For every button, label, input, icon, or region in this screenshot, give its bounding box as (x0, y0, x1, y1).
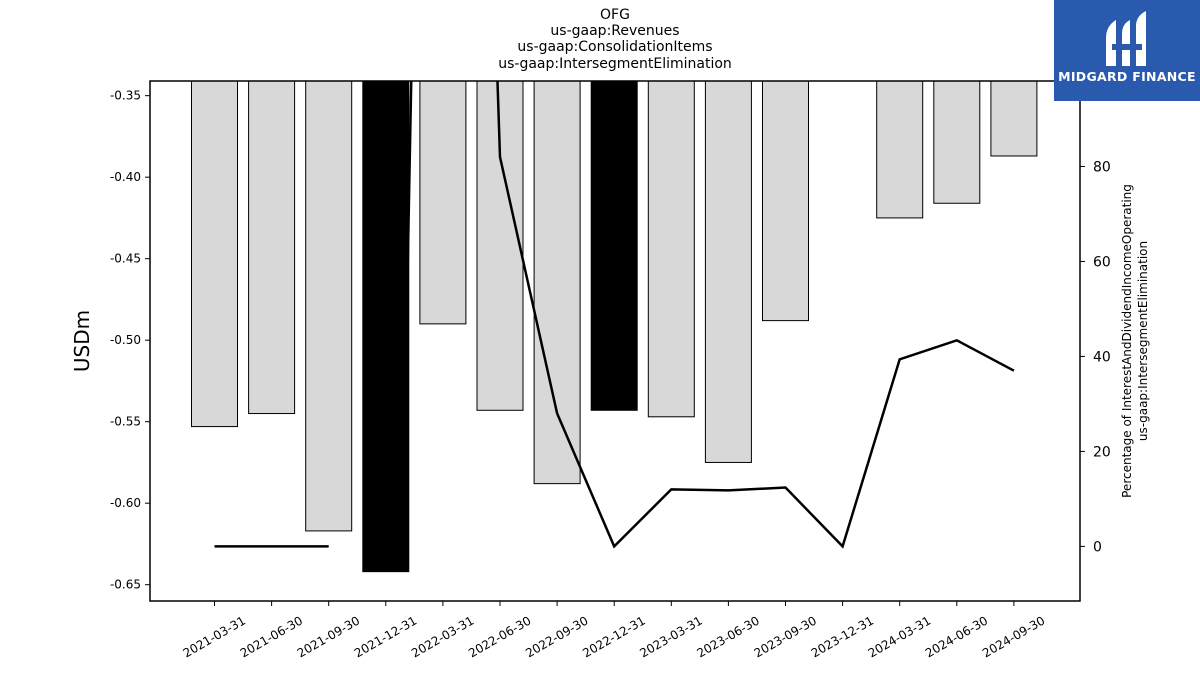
bar-2021-09-30 (305, 80, 353, 532)
x-tick-label-2023-03-31: 2023-03-31 (637, 613, 704, 660)
y2-axis-label-line-2: us-gaap:IntersegmentElimination (1136, 241, 1150, 441)
y-tick-label-5: -0.60 (110, 496, 141, 510)
x-axis-ticks: 2021-03-312021-06-302021-09-302021-12-31… (181, 601, 1047, 660)
x-tick-label-2022-03-31: 2022-03-31 (409, 613, 476, 660)
bar-2022-12-31 (590, 80, 638, 411)
x-tick-label-2021-12-31: 2021-12-31 (352, 613, 419, 660)
chart-title-line-2: us-gaap:Revenues (550, 23, 680, 39)
y-tick-label-6: -0.65 (110, 578, 141, 592)
x-tick-label-2021-06-30: 2021-06-30 (238, 613, 305, 660)
x-tick-label-2023-09-30: 2023-09-30 (752, 613, 819, 660)
y-tick-label-1: -0.40 (110, 170, 141, 184)
y2-axis-label-line-1: Percentage of InterestAndDividendIncomeO… (1120, 184, 1134, 498)
y-tick-label-3: -0.50 (110, 333, 141, 347)
midgard-finance-logo: MIDGARD FINANCE (1054, 0, 1200, 101)
y2-tick-label-4: 80 (1093, 159, 1111, 175)
x-tick-label-2024-06-30: 2024-06-30 (923, 613, 990, 660)
y2-tick-label-0: 0 (1093, 539, 1102, 555)
line-segment-4 (496, 81, 559, 414)
line-segment-3 (404, 81, 413, 366)
y-tick-label-4: -0.55 (110, 415, 141, 429)
bar-2024-03-31 (876, 80, 924, 219)
y2-tick-label-1: 20 (1093, 444, 1111, 460)
chart-title-line-1: OFG (600, 7, 630, 23)
x-tick-label-2024-03-31: 2024-03-31 (866, 613, 933, 660)
logo-text: MIDGARD FINANCE (1058, 69, 1196, 84)
plot-frame (149, 80, 1081, 602)
x-tick-label-2023-12-31: 2023-12-31 (809, 613, 876, 660)
x-tick-label-2023-06-30: 2023-06-30 (694, 613, 761, 660)
line-segment-0 (555, 338, 1015, 549)
x-tick-label-2021-09-30: 2021-09-30 (295, 613, 362, 660)
bar-2022-09-30 (533, 80, 581, 485)
y2-tick-label-2: 40 (1093, 349, 1111, 365)
x-tick-label-2022-09-30: 2022-09-30 (523, 613, 590, 660)
y-tick-label-2: -0.45 (110, 252, 141, 266)
bar-2021-06-30 (248, 80, 296, 415)
x-tick-label-2024-09-30: 2024-09-30 (980, 613, 1047, 660)
bar-2021-03-31 (191, 80, 238, 428)
bar-2023-09-30 (762, 80, 809, 322)
y-tick-label-0: -0.35 (110, 89, 141, 103)
chart-title-line-3: us-gaap:ConsolidationItems (517, 39, 713, 55)
x-tick-label-2022-06-30: 2022-06-30 (466, 613, 533, 660)
chart-title-line-4: us-gaap:IntersegmentElimination (498, 56, 732, 72)
line-group (214, 81, 1015, 549)
logo-mark-icon (1106, 11, 1146, 66)
bar-2023-06-30 (704, 80, 752, 463)
left-axis-ticks: -0.35 -0.40 -0.45 -0.50 -0.55 -0.60 -0.65 (110, 89, 150, 592)
bar-2023-03-31 (647, 80, 695, 418)
bar-group (191, 80, 1038, 573)
x-tick-label-2021-03-31: 2021-03-31 (181, 613, 248, 660)
bar-2024-09-30 (990, 80, 1038, 157)
bar-2021-12-31 (362, 80, 410, 573)
y-axis-label: USDm (70, 310, 94, 372)
bar-2024-06-30 (933, 80, 981, 204)
x-tick-label-2022-12-31: 2022-12-31 (580, 613, 647, 660)
right-axis-ticks: 0 20 40 60 80 (1080, 159, 1111, 555)
bar-2022-03-31 (419, 80, 467, 325)
y2-tick-label-3: 60 (1093, 254, 1111, 270)
